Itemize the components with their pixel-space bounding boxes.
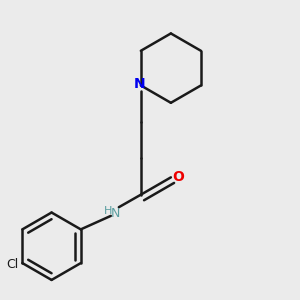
Text: N: N [111, 207, 120, 220]
Text: Cl: Cl [7, 258, 19, 271]
Text: H: H [104, 206, 112, 216]
Text: O: O [172, 170, 184, 184]
Text: N: N [134, 77, 145, 91]
